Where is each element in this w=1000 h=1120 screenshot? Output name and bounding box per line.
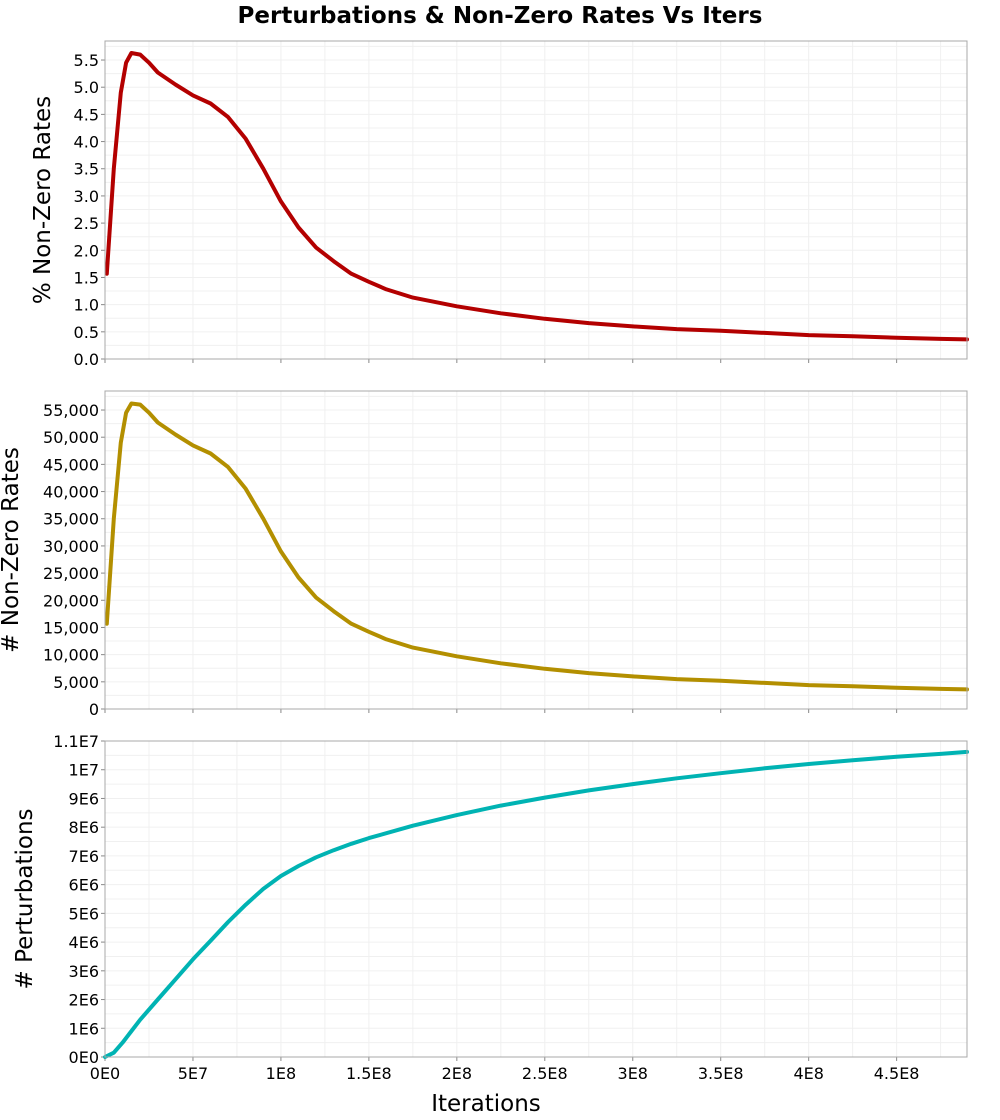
y-tick-label: 3E6 xyxy=(69,962,99,981)
x-tick-label: 4E8 xyxy=(793,1064,823,1083)
x-tick-label: 1E8 xyxy=(266,1064,296,1083)
x-axis-label: Iterations xyxy=(431,1091,541,1117)
y-tick-label: 2E6 xyxy=(69,991,99,1010)
y-tick-label: 55,000 xyxy=(43,401,99,420)
y-tick-label: 0E0 xyxy=(69,1048,99,1067)
y-tick-label: 1.5 xyxy=(74,268,99,287)
y-tick-label: 1.0 xyxy=(74,296,99,315)
y-tick-label: 0.5 xyxy=(74,323,99,342)
y-tick-label: 1E7 xyxy=(69,761,99,780)
y-tick-label: 1E6 xyxy=(69,1019,99,1038)
y-tick-label: 3.5 xyxy=(74,160,99,179)
plot-area xyxy=(105,41,967,359)
y-tick-label: 20,000 xyxy=(43,591,99,610)
y-tick-label: 9E6 xyxy=(69,789,99,808)
y-tick-label: 8E6 xyxy=(69,818,99,837)
plot-area xyxy=(105,391,967,709)
panel-3: 0E0 1E6 2E6 3E6 4E6 5E6 6E6 7E6 8E6 9E6 1E7 1.1E7 # … xyxy=(12,732,969,1117)
y-tick-label: 4.0 xyxy=(74,133,99,152)
x-tick-label: 3.5E8 xyxy=(698,1064,744,1083)
plot-frame xyxy=(104,390,968,710)
y-tick-label: 5,000 xyxy=(53,673,99,692)
x-tick-label: 3E8 xyxy=(618,1064,648,1083)
y-tick-label: 10,000 xyxy=(43,646,99,665)
y-tick-label: 15,000 xyxy=(43,618,99,637)
y-tick-label: 45,000 xyxy=(43,455,99,474)
y-tick-label: 5.0 xyxy=(74,78,99,97)
plot-frame xyxy=(104,40,968,360)
x-tick-label: 4.5E8 xyxy=(874,1064,920,1083)
y-tick-label: 40,000 xyxy=(43,483,99,502)
panels: 0.0 0.5 1.0 1.5 2.0 2.5 3.0 3.5 4.0 4.5 5.0 5.5 % No… xyxy=(0,40,969,1117)
series-line xyxy=(104,401,969,692)
x-tick-label: 5E7 xyxy=(178,1064,208,1083)
series-line xyxy=(104,51,969,342)
y-tick-label: 2.5 xyxy=(74,214,99,233)
y-axis-label: % Non-Zero Rates xyxy=(30,96,56,304)
y-tick-label: 1.1E7 xyxy=(53,732,99,751)
y-tick-label: 30,000 xyxy=(43,537,99,556)
x-tick-label: 0E0 xyxy=(90,1064,120,1083)
x-tick-label: 1.5E8 xyxy=(346,1064,392,1083)
y-axis-label: # Perturbations xyxy=(12,808,38,989)
y-tick-label: 7E6 xyxy=(69,847,99,866)
y-tick-label: 2.0 xyxy=(74,241,99,260)
y-tick-label: 0 xyxy=(89,700,99,719)
x-tick-label: 2E8 xyxy=(442,1064,472,1083)
y-tick-label: 5.5 xyxy=(74,51,99,70)
y-tick-label: 4.5 xyxy=(74,105,99,124)
y-tick-label: 50,000 xyxy=(43,428,99,447)
y-tick-label: 3.0 xyxy=(74,187,99,206)
panel-2: 0 5,000 10,000 15,000 20,000 25,000 30,000 35,0… xyxy=(0,390,969,719)
y-axis-label: # Non-Zero Rates xyxy=(0,447,24,653)
y-tick-label: 6E6 xyxy=(69,876,99,895)
panel-1: 0.0 0.5 1.0 1.5 2.0 2.5 3.0 3.5 4.0 4.5 5.0 5.5 % No… xyxy=(30,40,969,369)
y-tick-label: 25,000 xyxy=(43,564,99,583)
y-tick-label: 5E6 xyxy=(69,904,99,923)
y-tick-label: 35,000 xyxy=(43,510,99,529)
y-tick-label: 0.0 xyxy=(74,350,99,369)
y-tick-label: 4E6 xyxy=(69,933,99,952)
plot-frame xyxy=(104,740,968,1058)
series-line xyxy=(103,749,969,1059)
x-tick-label: 2.5E8 xyxy=(522,1064,568,1083)
chart-title: Perturbations & Non-Zero Rates Vs Iters xyxy=(238,3,763,29)
